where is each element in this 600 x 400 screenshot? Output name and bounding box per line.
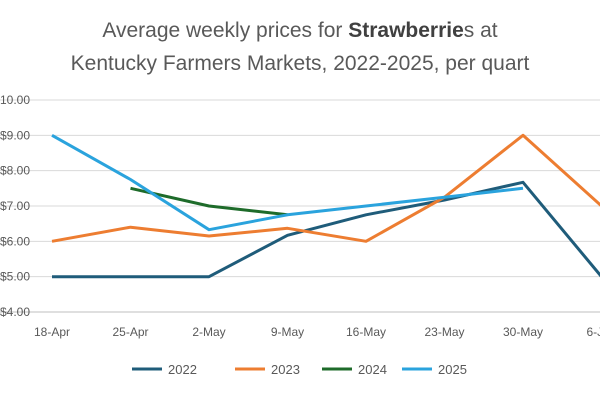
- y-tick-label: $9.00: [0, 128, 30, 142]
- series-lines: [51, 133, 600, 279]
- y-tick-label: $8.00: [0, 164, 30, 178]
- chart-title-suffix: s at: [464, 19, 498, 42]
- chart-title-bold: Strawberrie: [348, 19, 464, 42]
- y-tick-label: $6.00: [0, 234, 30, 248]
- series-line-2024: [130, 186, 288, 217]
- y-tick-label: $10.00: [0, 93, 30, 107]
- y-tick-label: $7.00: [0, 199, 30, 213]
- chart-title-line-2: Kentucky Farmers Markets, 2022-2025, per…: [71, 52, 530, 75]
- series-line-2023: [51, 133, 600, 243]
- legend-label-2025: 2025: [438, 362, 467, 377]
- legend-label-2022: 2022: [168, 362, 197, 377]
- x-tick-label: 25-Apr: [112, 325, 148, 339]
- legend-label-2024: 2024: [358, 362, 387, 377]
- y-tick-label: $4.00: [0, 305, 30, 319]
- x-tick-label: 16-May: [346, 325, 386, 339]
- legend-label-2023: 2023: [271, 362, 300, 377]
- y-axis-ticks: $4.00 $5.00 $6.00 $7.00 $8.00 $9.00 $10.00: [0, 93, 30, 319]
- y-tick-label: $5.00: [0, 270, 30, 284]
- x-tick-label: 6-Jun: [586, 325, 600, 339]
- series-line-2022: [52, 180, 600, 279]
- x-tick-label: 30-May: [503, 325, 543, 339]
- chart-title-prefix: Average weekly prices for: [102, 19, 348, 42]
- legend: 2022 2023 2024 2025: [132, 362, 467, 377]
- x-tick-label: 18-Apr: [34, 325, 70, 339]
- series-line-2025: [51, 133, 524, 232]
- x-tick-label: 23-May: [424, 325, 464, 339]
- x-tick-label: 9-May: [271, 325, 304, 339]
- chart-title-line-1: Average weekly prices for Strawberries a…: [102, 19, 497, 42]
- x-tick-label: 2-May: [192, 325, 225, 339]
- gridlines: [0, 99, 600, 313]
- x-axis-ticks: 18-Apr 25-Apr 2-May 9-May 16-May 23-May 30-May…: [34, 325, 600, 339]
